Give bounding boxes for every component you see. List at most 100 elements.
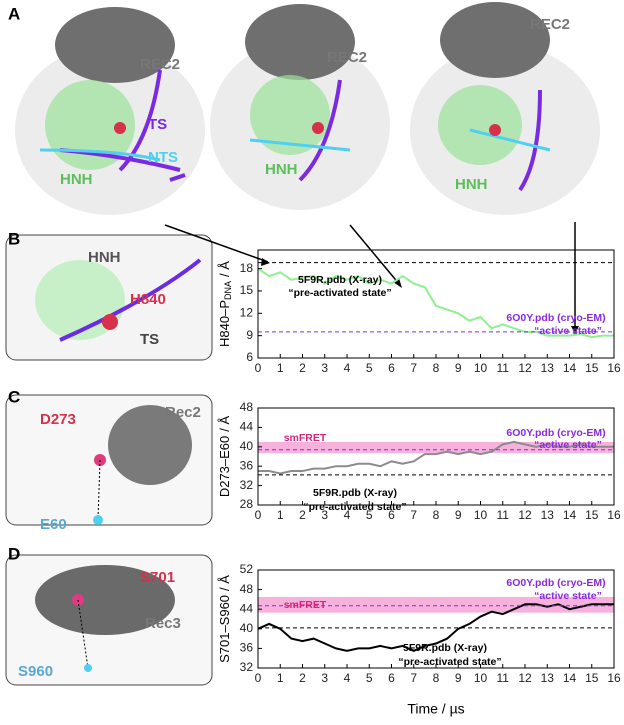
annotation: smFRET — [284, 599, 327, 611]
x-tick-label: 9 — [455, 508, 462, 522]
x-tick-label: 9 — [455, 671, 462, 685]
x-tick-label: 13 — [541, 508, 555, 522]
plot-frame — [257, 407, 615, 506]
x-tick-label: 10 — [474, 508, 488, 522]
structure-label: Rec2 — [165, 404, 201, 421]
x-tick-label: 7 — [410, 361, 417, 375]
structure-label: H840 — [130, 291, 166, 308]
x-tick-label: 4 — [344, 671, 351, 685]
structure-label: S960 — [18, 663, 53, 680]
rec2-surface — [245, 4, 355, 80]
x-tick-label: 16 — [607, 508, 621, 522]
y-tick-label: 18 — [240, 261, 254, 275]
smfret-band — [258, 596, 614, 613]
x-tick-label: 16 — [607, 361, 621, 375]
smfret-band — [258, 441, 614, 454]
panel-letter: C — [8, 387, 20, 406]
nts-strand — [39, 148, 161, 162]
structure-label: HNH — [60, 171, 93, 188]
x-tick-label: 8 — [433, 508, 440, 522]
x-tick-label: 8 — [433, 361, 440, 375]
x-tick-label: 12 — [518, 508, 532, 522]
y-axis-label-part: D273–E60 — [217, 436, 232, 497]
x-tick-label: 10 — [474, 361, 488, 375]
h840-site — [114, 122, 126, 134]
structure-label: HNH — [88, 249, 121, 266]
nts-strand — [249, 138, 351, 152]
x-tick-label: 6 — [388, 508, 395, 522]
annotation: 5F9R.pdb (X-ray) — [403, 642, 487, 654]
y-tick-label: 32 — [240, 660, 254, 674]
y-tick-label: 52 — [240, 562, 254, 576]
dna-strand — [518, 89, 542, 192]
h840-site — [489, 124, 501, 136]
structure-label: Rec3 — [145, 615, 181, 632]
hnh-domain — [45, 80, 135, 170]
rec2-surface — [440, 2, 550, 78]
x-tick-label: 6 — [388, 671, 395, 685]
h840-site — [102, 314, 118, 330]
y-tick-label: 9 — [246, 328, 253, 342]
annotation: “pre-activated state” — [288, 287, 391, 299]
y-tick-label: 36 — [240, 458, 254, 472]
x-tick-label: 0 — [255, 361, 262, 375]
molecular-images — [5, 2, 600, 686]
x-tick-label: 11 — [497, 508, 510, 522]
y-axis-label: H840–PDNA / Å — [217, 261, 233, 347]
x-tick-label: 8 — [433, 671, 440, 685]
y-tick-label: 40 — [240, 439, 254, 453]
x-tick-label: 6 — [388, 361, 395, 375]
x-tick-label: 12 — [518, 361, 532, 375]
y-tick-label: 28 — [240, 497, 254, 511]
annotation: “pre-activated state” — [303, 501, 406, 513]
annotation: “active state” — [534, 590, 602, 602]
annotation: “active state” — [534, 325, 602, 337]
y-tick-label: 48 — [240, 582, 254, 596]
e60-site — [93, 515, 103, 525]
x-tick-label: 14 — [563, 508, 577, 522]
y-tick-label: 40 — [240, 621, 254, 635]
arrow — [164, 224, 269, 263]
y-axis-label-part: / Å — [217, 575, 232, 591]
hnh-domain — [250, 75, 330, 155]
structure-label: HNH — [265, 161, 298, 178]
trace — [258, 440, 614, 475]
x-tick-label: 4 — [344, 508, 351, 522]
x-tick-label: 7 — [410, 671, 417, 685]
x-tick-label: 9 — [455, 361, 462, 375]
trace — [257, 267, 614, 339]
x-tick-label: 14 — [563, 361, 577, 375]
x-tick-label: 4 — [344, 361, 351, 375]
y-axis-label-part: / Å — [217, 261, 232, 277]
x-tick-label: 1 — [277, 508, 284, 522]
annotation: 5F9R.pdb (X-ray) — [298, 274, 382, 286]
x-tick-label: 15 — [585, 671, 599, 685]
x-tick-label: 11 — [497, 361, 510, 375]
x-tick-label: 15 — [585, 508, 599, 522]
x-tick-label: 15 — [585, 361, 599, 375]
x-tick-label: 10 — [474, 671, 488, 685]
nts-strand — [469, 128, 551, 152]
trace — [257, 603, 614, 652]
x-tick-label: 5 — [366, 508, 373, 522]
structure-label: TS — [140, 331, 159, 348]
y-tick-label: 15 — [240, 283, 254, 297]
hnh-domain — [438, 85, 522, 165]
x-tick-label: 7 — [410, 508, 417, 522]
x-tick-label: 3 — [321, 671, 328, 685]
annotation: 6O0Y.pdb (cryo-EM) — [506, 577, 605, 589]
structure-label: REC2 — [327, 49, 367, 66]
annotation: 6O0Y.pdb (cryo-EM) — [506, 312, 605, 324]
x-tick-label: 3 — [321, 508, 328, 522]
rec2-surface — [55, 7, 175, 83]
h840-site — [312, 122, 324, 134]
structure-label: D273 — [40, 411, 76, 428]
arrow — [349, 224, 401, 286]
x-tick-label: 0 — [255, 671, 262, 685]
s960-site — [84, 664, 92, 672]
panel-letter: B — [8, 229, 20, 248]
y-tick-label: 44 — [240, 420, 254, 434]
x-tick-label: 2 — [299, 671, 306, 685]
